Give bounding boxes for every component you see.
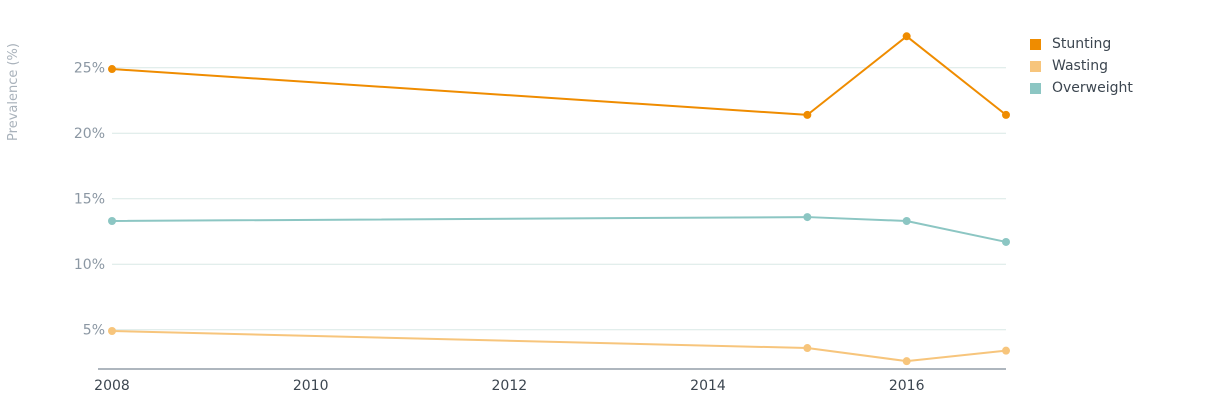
- y-tick-label: 25%: [74, 61, 105, 77]
- series-line-overweight: [111, 216, 1007, 243]
- data-point-stunting[interactable]: [1002, 110, 1010, 119]
- x-tick-label: 2016: [889, 378, 925, 394]
- data-point-overweight[interactable]: [803, 213, 812, 222]
- x-tick-label: 2008: [94, 378, 130, 394]
- data-point-overweight[interactable]: [902, 216, 911, 225]
- data-point-stunting[interactable]: [108, 65, 116, 74]
- x-tick-label: 2014: [690, 378, 726, 394]
- legend-item-stunting[interactable]: Stunting: [1030, 33, 1133, 55]
- data-point-overweight[interactable]: [1002, 237, 1010, 246]
- data-point-stunting[interactable]: [902, 32, 911, 41]
- data-point-stunting[interactable]: [803, 110, 812, 119]
- y-axis-ticks: 5% 10% 15% 20% 25%: [74, 61, 105, 339]
- legend-label: Overweight: [1052, 80, 1133, 96]
- legend: Stunting Wasting Overweight: [1030, 33, 1133, 99]
- x-axis-ticks: 2008 2010 2012 2014 2016: [94, 378, 924, 394]
- legend-swatch: [1030, 82, 1041, 94]
- legend-item-wasting[interactable]: Wasting: [1030, 55, 1133, 77]
- series-line-wasting: [111, 330, 1007, 363]
- legend-label: Wasting: [1052, 58, 1108, 74]
- legend-swatch: [1030, 38, 1041, 50]
- y-tick-label: 5%: [83, 323, 105, 339]
- x-tick-label: 2010: [293, 378, 329, 394]
- x-tick-label: 2012: [492, 378, 528, 394]
- y-tick-label: 20%: [74, 126, 105, 142]
- gridlines: [112, 67, 1006, 331]
- data-point-wasting[interactable]: [108, 327, 116, 336]
- legend-swatch: [1030, 60, 1041, 72]
- series-line-stunting: [111, 35, 1007, 116]
- y-axis-title: Prevalence (%): [6, 43, 21, 141]
- legend-item-overweight[interactable]: Overweight: [1030, 77, 1133, 99]
- data-point-wasting[interactable]: [902, 357, 911, 366]
- data-point-overweight[interactable]: [108, 216, 116, 225]
- y-tick-label: 15%: [74, 192, 105, 208]
- legend-label: Stunting: [1052, 36, 1112, 52]
- y-tick-label: 10%: [74, 257, 105, 273]
- series: [108, 32, 1010, 366]
- data-point-wasting[interactable]: [803, 344, 812, 353]
- data-point-wasting[interactable]: [1002, 346, 1010, 355]
